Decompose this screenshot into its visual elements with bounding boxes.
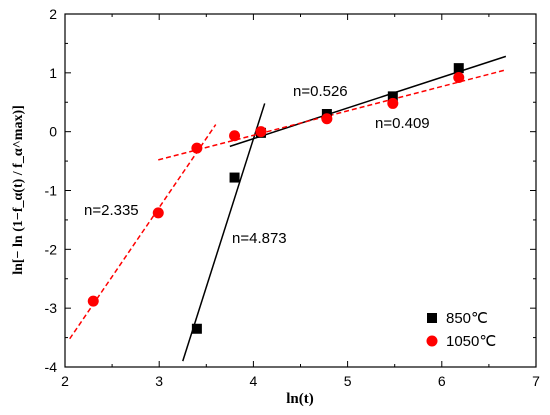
legend-marker-circle — [426, 335, 438, 347]
data-point-circle — [321, 113, 333, 125]
data-point-square — [191, 323, 202, 334]
data-point-circle — [387, 97, 399, 109]
data-point-circle — [152, 207, 164, 219]
fit-label: n=0.526 — [293, 83, 348, 100]
fit-line — [158, 69, 507, 161]
data-point-circle — [229, 130, 241, 142]
x-tick-label: 3 — [155, 373, 163, 389]
fit-labels-layer: n=4.873 n=0.526 n=2.335 n=0.409 — [84, 83, 430, 247]
fit-line — [182, 103, 266, 362]
x-tick-label: 2 — [61, 373, 69, 389]
y-tick-label: 0 — [49, 124, 57, 140]
x-tick-label: 6 — [438, 373, 446, 389]
fit-line — [69, 124, 217, 340]
data-point-square — [229, 172, 240, 183]
legend-label: 1050℃ — [446, 333, 496, 350]
y-axis-title: ln[− ln (1−f_α(t) / f_α^max)] — [11, 105, 26, 275]
y-tick-label: 1 — [49, 65, 57, 81]
data-point-square — [387, 91, 398, 102]
x-tick-label: 5 — [344, 373, 352, 389]
x-tick-label: 4 — [250, 373, 258, 389]
fit-label: n=4.873 — [232, 230, 287, 247]
points-layer — [87, 63, 465, 334]
y-tick-label: 2 — [49, 6, 57, 22]
x-axis-title: ln(t) — [286, 391, 314, 407]
y-tick-label: -4 — [45, 359, 58, 375]
y-tick-label: -3 — [45, 300, 58, 316]
data-point-circle — [191, 142, 203, 154]
legend-marker-square — [427, 313, 437, 323]
fit-label: n=2.335 — [84, 202, 139, 219]
legend-label: 850℃ — [446, 310, 488, 327]
y-tick-label: -1 — [45, 183, 58, 199]
fit-label: n=0.409 — [375, 115, 430, 132]
data-point-circle — [87, 295, 99, 307]
data-point-circle — [255, 126, 267, 138]
data-point-square — [453, 63, 464, 74]
data-point-circle — [453, 72, 465, 84]
legend: 850℃ 1050℃ — [426, 310, 496, 350]
ticks-layer: 2 3 4 5 6 7 -4 -3 -2 -1 0 1 2 — [45, 6, 541, 389]
y-tick-label: -2 — [45, 241, 58, 257]
fit-line — [229, 55, 507, 148]
x-tick-label: 7 — [532, 373, 540, 389]
